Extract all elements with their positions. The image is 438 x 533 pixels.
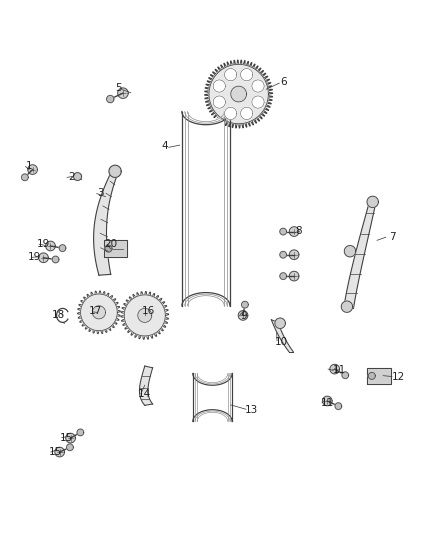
Polygon shape (21, 174, 28, 181)
Polygon shape (341, 301, 353, 312)
Polygon shape (104, 240, 127, 257)
Text: 11: 11 (332, 366, 346, 375)
Polygon shape (367, 196, 378, 207)
Polygon shape (322, 396, 332, 406)
Text: 9: 9 (240, 311, 247, 321)
Text: 7: 7 (389, 232, 396, 242)
Polygon shape (290, 271, 299, 281)
Polygon shape (139, 366, 152, 405)
Polygon shape (118, 88, 128, 99)
Polygon shape (28, 165, 37, 174)
Polygon shape (138, 309, 152, 322)
Polygon shape (272, 320, 293, 352)
Text: 19: 19 (37, 239, 50, 249)
Polygon shape (240, 107, 253, 119)
Polygon shape (124, 295, 165, 336)
Text: 13: 13 (245, 405, 258, 415)
Text: 8: 8 (295, 225, 302, 236)
Text: 16: 16 (141, 306, 155, 316)
Text: 11: 11 (321, 398, 334, 408)
Text: 18: 18 (52, 310, 65, 319)
Polygon shape (67, 444, 73, 450)
Polygon shape (280, 252, 286, 258)
Polygon shape (343, 201, 376, 310)
Polygon shape (81, 294, 117, 330)
Polygon shape (109, 165, 121, 177)
Polygon shape (240, 69, 253, 81)
Polygon shape (94, 171, 119, 275)
Polygon shape (252, 80, 264, 92)
Polygon shape (74, 173, 81, 181)
Text: 15: 15 (49, 448, 62, 457)
Text: 20: 20 (104, 239, 117, 249)
Text: 6: 6 (280, 77, 287, 87)
Polygon shape (213, 80, 226, 92)
Polygon shape (368, 373, 375, 379)
Polygon shape (241, 301, 248, 308)
Polygon shape (105, 245, 112, 252)
Polygon shape (55, 447, 64, 457)
Polygon shape (367, 368, 391, 384)
Polygon shape (275, 318, 286, 328)
Text: 3: 3 (97, 188, 103, 198)
Text: 4: 4 (161, 141, 168, 151)
Polygon shape (66, 433, 75, 443)
Polygon shape (231, 86, 247, 102)
Polygon shape (59, 245, 66, 252)
Text: 19: 19 (28, 252, 41, 262)
Polygon shape (344, 246, 356, 257)
Polygon shape (106, 95, 114, 103)
Polygon shape (46, 241, 55, 251)
Text: 1: 1 (26, 161, 32, 171)
Polygon shape (238, 311, 248, 320)
Text: 15: 15 (60, 433, 73, 442)
Polygon shape (290, 250, 299, 260)
Polygon shape (290, 227, 299, 236)
Text: 2: 2 (68, 172, 75, 182)
Text: 10: 10 (275, 337, 288, 346)
Polygon shape (74, 174, 81, 179)
Polygon shape (225, 69, 237, 81)
Polygon shape (280, 273, 286, 279)
Polygon shape (209, 64, 268, 124)
Polygon shape (213, 96, 226, 108)
Polygon shape (121, 292, 169, 340)
Polygon shape (52, 256, 59, 263)
Polygon shape (92, 306, 106, 319)
Polygon shape (188, 111, 223, 306)
Polygon shape (280, 228, 286, 235)
Polygon shape (335, 403, 342, 409)
Polygon shape (252, 96, 264, 108)
Text: 12: 12 (392, 372, 405, 382)
Polygon shape (330, 364, 339, 374)
Polygon shape (205, 60, 272, 128)
Polygon shape (77, 429, 84, 436)
Text: 14: 14 (138, 389, 152, 399)
Polygon shape (342, 372, 349, 378)
Text: 17: 17 (89, 306, 102, 316)
Polygon shape (39, 253, 48, 263)
Text: 5: 5 (115, 83, 122, 93)
Polygon shape (198, 374, 226, 422)
Polygon shape (225, 107, 237, 119)
Polygon shape (78, 291, 120, 334)
